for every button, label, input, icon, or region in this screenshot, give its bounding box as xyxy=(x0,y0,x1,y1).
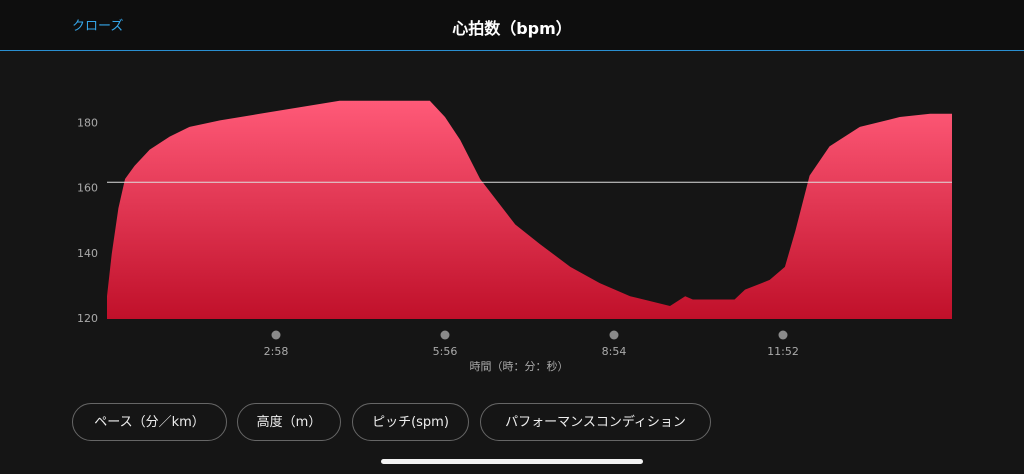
y-tick-label: 120 xyxy=(77,312,98,325)
x-tick-dot xyxy=(271,330,281,340)
y-tick-label: 180 xyxy=(77,117,98,130)
metric-button[interactable]: パフォーマンスコンディション xyxy=(480,403,711,441)
x-tick-label: 5:56 xyxy=(433,345,458,358)
x-tick-label: 2:58 xyxy=(264,345,289,358)
y-tick-label: 140 xyxy=(77,247,98,260)
metric-button[interactable]: ピッチ(spm) xyxy=(352,403,469,441)
title: 心拍数（bpm） xyxy=(452,19,572,38)
metric-button[interactable]: ペース（分／km） xyxy=(72,403,227,441)
metric-button[interactable]: 高度（m） xyxy=(237,403,341,441)
x-axis-label: 時間（時：分：秒） xyxy=(470,359,569,373)
area xyxy=(107,100,952,319)
chart: 120 140 160 180 2:58 5:56 8:54 11:52 時間（時：分：秒） xyxy=(77,100,952,373)
home-indicator xyxy=(381,459,643,464)
x-tick-label: 11:52 xyxy=(767,345,799,358)
x-tick-label: 8:54 xyxy=(602,345,627,358)
y-tick-label: 160 xyxy=(77,182,98,195)
x-tick-dot xyxy=(778,330,788,340)
x-tick-dot xyxy=(609,330,619,340)
close-button[interactable]: クローズ xyxy=(72,19,124,34)
x-tick-dot xyxy=(440,330,450,340)
header: クローズ 心拍数（bpm） xyxy=(0,0,1024,51)
